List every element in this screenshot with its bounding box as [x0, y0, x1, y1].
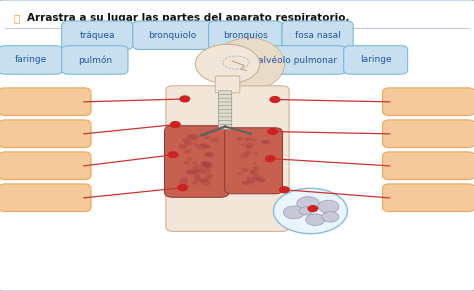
FancyBboxPatch shape [225, 128, 283, 194]
FancyBboxPatch shape [249, 46, 346, 74]
FancyBboxPatch shape [166, 86, 289, 231]
Circle shape [250, 170, 258, 175]
Circle shape [205, 152, 214, 157]
Circle shape [168, 152, 178, 158]
Circle shape [245, 138, 249, 141]
FancyBboxPatch shape [215, 76, 240, 93]
Circle shape [184, 149, 191, 153]
Circle shape [188, 157, 192, 160]
FancyBboxPatch shape [209, 21, 282, 49]
Circle shape [246, 143, 254, 147]
Text: Arrastra a su lugar las partes del aparato respiratorio.: Arrastra a su lugar las partes del apara… [27, 13, 350, 23]
FancyBboxPatch shape [219, 95, 232, 100]
Circle shape [202, 179, 208, 182]
Circle shape [204, 152, 212, 157]
Text: laringe: laringe [360, 56, 392, 64]
Text: alvéolo pulmonar: alvéolo pulmonar [258, 55, 337, 65]
Circle shape [265, 159, 269, 162]
FancyBboxPatch shape [219, 113, 232, 118]
Ellipse shape [213, 38, 284, 90]
Circle shape [202, 162, 210, 168]
Circle shape [318, 200, 339, 213]
Circle shape [205, 145, 210, 148]
Circle shape [264, 140, 271, 144]
FancyBboxPatch shape [0, 152, 91, 180]
Circle shape [245, 146, 252, 150]
Circle shape [253, 166, 259, 170]
FancyBboxPatch shape [62, 21, 133, 49]
FancyBboxPatch shape [219, 120, 232, 126]
Circle shape [194, 177, 201, 182]
Circle shape [184, 161, 190, 165]
Circle shape [237, 172, 242, 175]
Circle shape [240, 154, 248, 158]
FancyBboxPatch shape [0, 88, 91, 116]
Text: bronquios: bronquios [223, 31, 268, 40]
Circle shape [178, 185, 187, 191]
Circle shape [252, 162, 256, 165]
Circle shape [171, 122, 180, 127]
Circle shape [262, 140, 268, 144]
Circle shape [322, 212, 339, 222]
Circle shape [268, 129, 277, 134]
Circle shape [297, 197, 319, 211]
Circle shape [180, 96, 190, 102]
Circle shape [210, 137, 219, 143]
Circle shape [201, 168, 210, 174]
Text: bronquiolo: bronquiolo [148, 31, 196, 40]
FancyBboxPatch shape [282, 21, 353, 49]
FancyBboxPatch shape [0, 120, 91, 148]
FancyBboxPatch shape [0, 46, 63, 74]
Circle shape [179, 180, 188, 186]
Circle shape [201, 180, 211, 186]
Circle shape [180, 177, 188, 182]
Circle shape [265, 156, 275, 162]
Circle shape [250, 138, 256, 142]
Circle shape [197, 144, 205, 149]
FancyBboxPatch shape [219, 109, 232, 115]
Circle shape [193, 174, 201, 179]
Text: tráquea: tráquea [80, 31, 115, 40]
Circle shape [257, 177, 265, 182]
Circle shape [246, 178, 254, 182]
Circle shape [193, 143, 199, 147]
Circle shape [191, 169, 199, 175]
Circle shape [185, 169, 193, 174]
FancyBboxPatch shape [219, 98, 232, 104]
Circle shape [202, 145, 210, 149]
FancyBboxPatch shape [219, 106, 232, 111]
FancyBboxPatch shape [219, 91, 232, 96]
Circle shape [280, 187, 289, 193]
Circle shape [199, 170, 203, 173]
Circle shape [306, 214, 325, 226]
Circle shape [179, 144, 187, 149]
Circle shape [308, 206, 318, 212]
Circle shape [283, 206, 304, 219]
FancyBboxPatch shape [0, 184, 91, 212]
Circle shape [189, 134, 199, 140]
Circle shape [201, 161, 209, 166]
FancyBboxPatch shape [164, 126, 229, 197]
Circle shape [252, 174, 260, 179]
FancyBboxPatch shape [219, 102, 232, 107]
Circle shape [184, 140, 193, 146]
Circle shape [192, 182, 197, 185]
Circle shape [188, 170, 196, 175]
Circle shape [192, 165, 202, 171]
Circle shape [244, 151, 251, 155]
Circle shape [208, 174, 213, 177]
Circle shape [273, 188, 347, 234]
Circle shape [187, 134, 196, 140]
Circle shape [237, 137, 243, 141]
Text: pulmón: pulmón [78, 55, 112, 65]
Circle shape [203, 162, 213, 168]
FancyBboxPatch shape [383, 88, 474, 116]
Circle shape [250, 170, 255, 174]
Circle shape [199, 179, 204, 182]
FancyBboxPatch shape [383, 120, 474, 148]
Text: faringe: faringe [14, 56, 47, 64]
Circle shape [246, 137, 251, 141]
Circle shape [241, 168, 249, 172]
FancyBboxPatch shape [62, 46, 128, 74]
